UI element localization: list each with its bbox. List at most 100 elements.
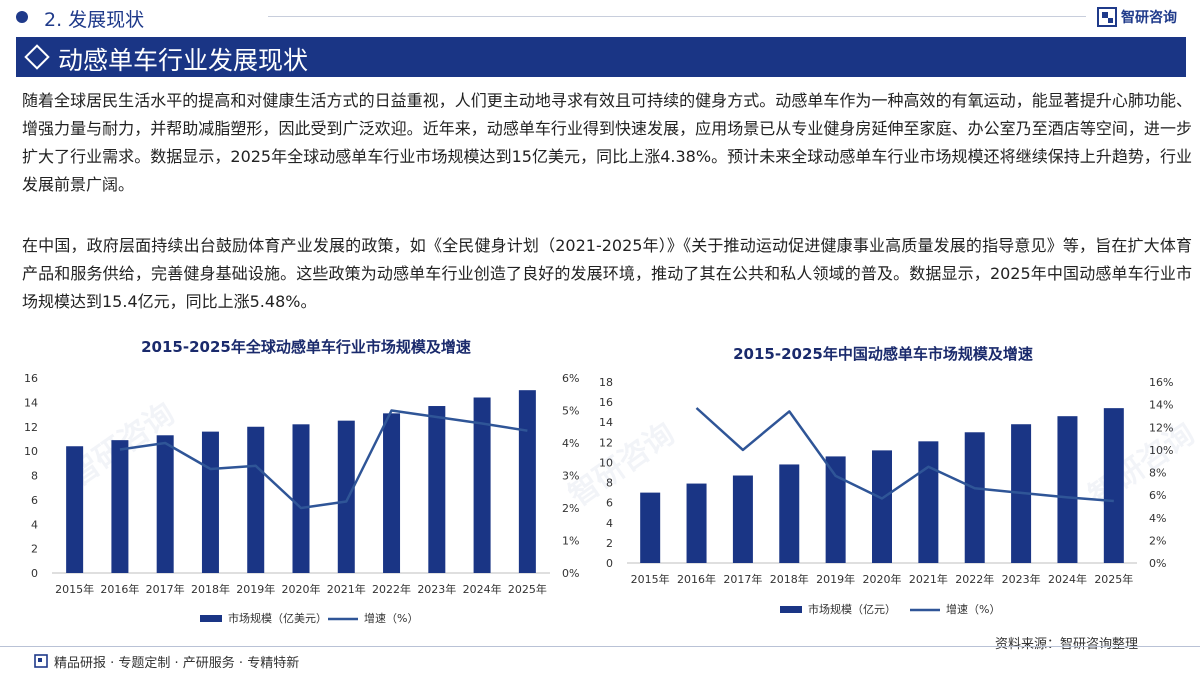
diamond-icon: [24, 44, 50, 70]
legend-label: 增速（%）: [364, 611, 418, 625]
legend-bar-swatch: [200, 615, 222, 622]
y2-tick-label: 6%: [562, 372, 579, 385]
chart-title: 2015-2025年全球动感单车行业市场规模及增速: [141, 338, 471, 356]
y-tick-label: 10: [24, 445, 38, 458]
y-tick-label: 18: [600, 376, 613, 389]
bar: [337, 420, 355, 573]
y2-tick-label: 1%: [562, 535, 579, 548]
data-source: 资料来源：智研咨询整理: [995, 637, 1139, 652]
x-tick-label: 2020年: [863, 572, 902, 586]
bar: [964, 432, 985, 563]
y-tick-label: 2: [606, 537, 613, 550]
x-tick-label: 2016年: [100, 582, 139, 596]
y2-tick-label: 16%: [1149, 376, 1173, 389]
x-tick-label: 2024年: [463, 582, 502, 596]
y-tick-label: 6: [606, 497, 613, 510]
bar: [292, 424, 310, 573]
bar: [428, 406, 446, 573]
x-tick-label: 2021年: [327, 582, 366, 596]
footer-logo-icon: [34, 654, 48, 668]
bar: [872, 450, 892, 563]
x-tick-label: 2019年: [816, 572, 855, 586]
x-tick-label: 2023年: [1002, 572, 1041, 586]
y2-tick-label: 4%: [562, 437, 579, 450]
bar: [1103, 408, 1124, 563]
y2-tick-label: 14%: [1149, 399, 1173, 412]
y-tick-label: 2: [31, 543, 38, 556]
y-tick-label: 4: [606, 517, 613, 530]
bar: [918, 441, 939, 563]
y-tick-label: 0: [31, 567, 38, 580]
y-tick-label: 14: [24, 396, 38, 409]
y-tick-label: 0: [606, 557, 613, 570]
top-bar: 2. 发展现状 智研咨询: [0, 0, 1200, 34]
x-tick-label: 2022年: [372, 582, 411, 596]
y-tick-label: 16: [24, 372, 38, 385]
title-banner: 动感单车行业发展现状: [16, 37, 1186, 77]
y2-tick-label: 8%: [1149, 467, 1166, 480]
brand-logo[interactable]: 智研咨询: [1097, 6, 1177, 28]
chart-svg: 2015-2025年中国动感单车市场规模及增速 0 2 4 6 8 10 12 14 16 18 0%…: [600, 345, 1173, 616]
bar: [247, 426, 265, 573]
x-tick-label: 2017年: [723, 572, 762, 586]
y2-tick-label: 0%: [562, 567, 579, 580]
y2-tick-label: 3%: [562, 470, 579, 483]
footer-divider: [0, 646, 1200, 647]
header-divider: [268, 16, 1086, 17]
chart-title: 2015-2025年中国动感单车市场规模及增速: [733, 345, 1033, 363]
x-tick-label: 2017年: [146, 582, 185, 596]
x-tick-label: 2016年: [677, 572, 716, 586]
section-dot-icon: [16, 11, 28, 23]
footer-services: 精品研报 · 专题定制 · 产研服务 · 专精特新: [54, 656, 300, 671]
x-tick-label: 2022年: [955, 572, 994, 586]
legend-label: 市场规模（亿元）: [808, 602, 896, 616]
x-tick-label: 2015年: [55, 582, 94, 596]
y2-tick-label: 2%: [1149, 534, 1166, 547]
x-tick-label: 2020年: [282, 582, 321, 596]
bar: [640, 492, 661, 563]
x-tick-label: 2021年: [909, 572, 948, 586]
china-market-chart: 2015-2025年中国动感单车市场规模及增速 0 2 4 6 8 10 12 14 16 18 0%…: [600, 330, 1180, 630]
bar: [111, 440, 129, 573]
logo-icon: [1097, 7, 1117, 27]
global-market-chart: 2015-2025年全球动感单车行业市场规模及增速 0 2 4 6 8 10 12 14 16 0%…: [10, 330, 590, 630]
x-tick-label: 2019年: [236, 582, 275, 596]
bar: [383, 413, 401, 573]
y-tick-label: 8: [31, 470, 38, 483]
legend-label: 市场规模（亿美元）: [228, 611, 327, 625]
footer-bar: 精品研报 · 专题定制 · 产研服务 · 专精特新: [0, 646, 1200, 673]
y-tick-label: 14: [600, 416, 613, 429]
growth-line: [119, 409, 528, 510]
bar: [201, 431, 219, 573]
y-tick-label: 10: [600, 456, 613, 469]
bar: [473, 397, 491, 573]
y-tick-label: 12: [24, 421, 38, 434]
bar: [66, 446, 84, 573]
paragraph-china: 在中国，政府层面持续出台鼓励体育产业发展的政策，如《全民健身计划（2021-20…: [22, 236, 1192, 311]
x-tick-label: 2018年: [770, 572, 809, 586]
paragraph-global: 随着全球居民生活水平的提高和对健康生活方式的日益重视，人们更主动地寻求有效且可持…: [22, 91, 1192, 194]
bar: [686, 483, 707, 563]
bar: [518, 390, 536, 573]
section-label: 2. 发展现状: [44, 9, 145, 31]
chart-svg: 2015-2025年全球动感单车行业市场规模及增速 0 2 4 6 8 10 12 14 16 0%…: [24, 338, 579, 625]
y2-tick-label: 12%: [1149, 421, 1173, 434]
page-title: 动感单车行业发展现状: [58, 46, 309, 75]
y-tick-label: 6: [31, 494, 38, 507]
x-tick-label: 2025年: [508, 582, 547, 596]
y2-tick-label: 4%: [1149, 512, 1166, 525]
logo-text: 智研咨询: [1121, 10, 1177, 26]
x-tick-label: 2025年: [1094, 572, 1133, 586]
y-tick-label: 8: [606, 477, 613, 490]
legend-label: 增速（%）: [946, 602, 1000, 616]
bar: [732, 475, 753, 563]
bar: [779, 464, 800, 563]
y2-tick-label: 2%: [562, 502, 579, 515]
x-tick-label: 2015年: [631, 572, 670, 586]
bar: [825, 456, 846, 563]
y-tick-label: 16: [600, 396, 613, 409]
x-tick-label: 2023年: [417, 582, 456, 596]
bar: [1057, 416, 1078, 563]
x-tick-label: 2024年: [1048, 572, 1087, 586]
y-tick-label: 4: [31, 518, 38, 531]
